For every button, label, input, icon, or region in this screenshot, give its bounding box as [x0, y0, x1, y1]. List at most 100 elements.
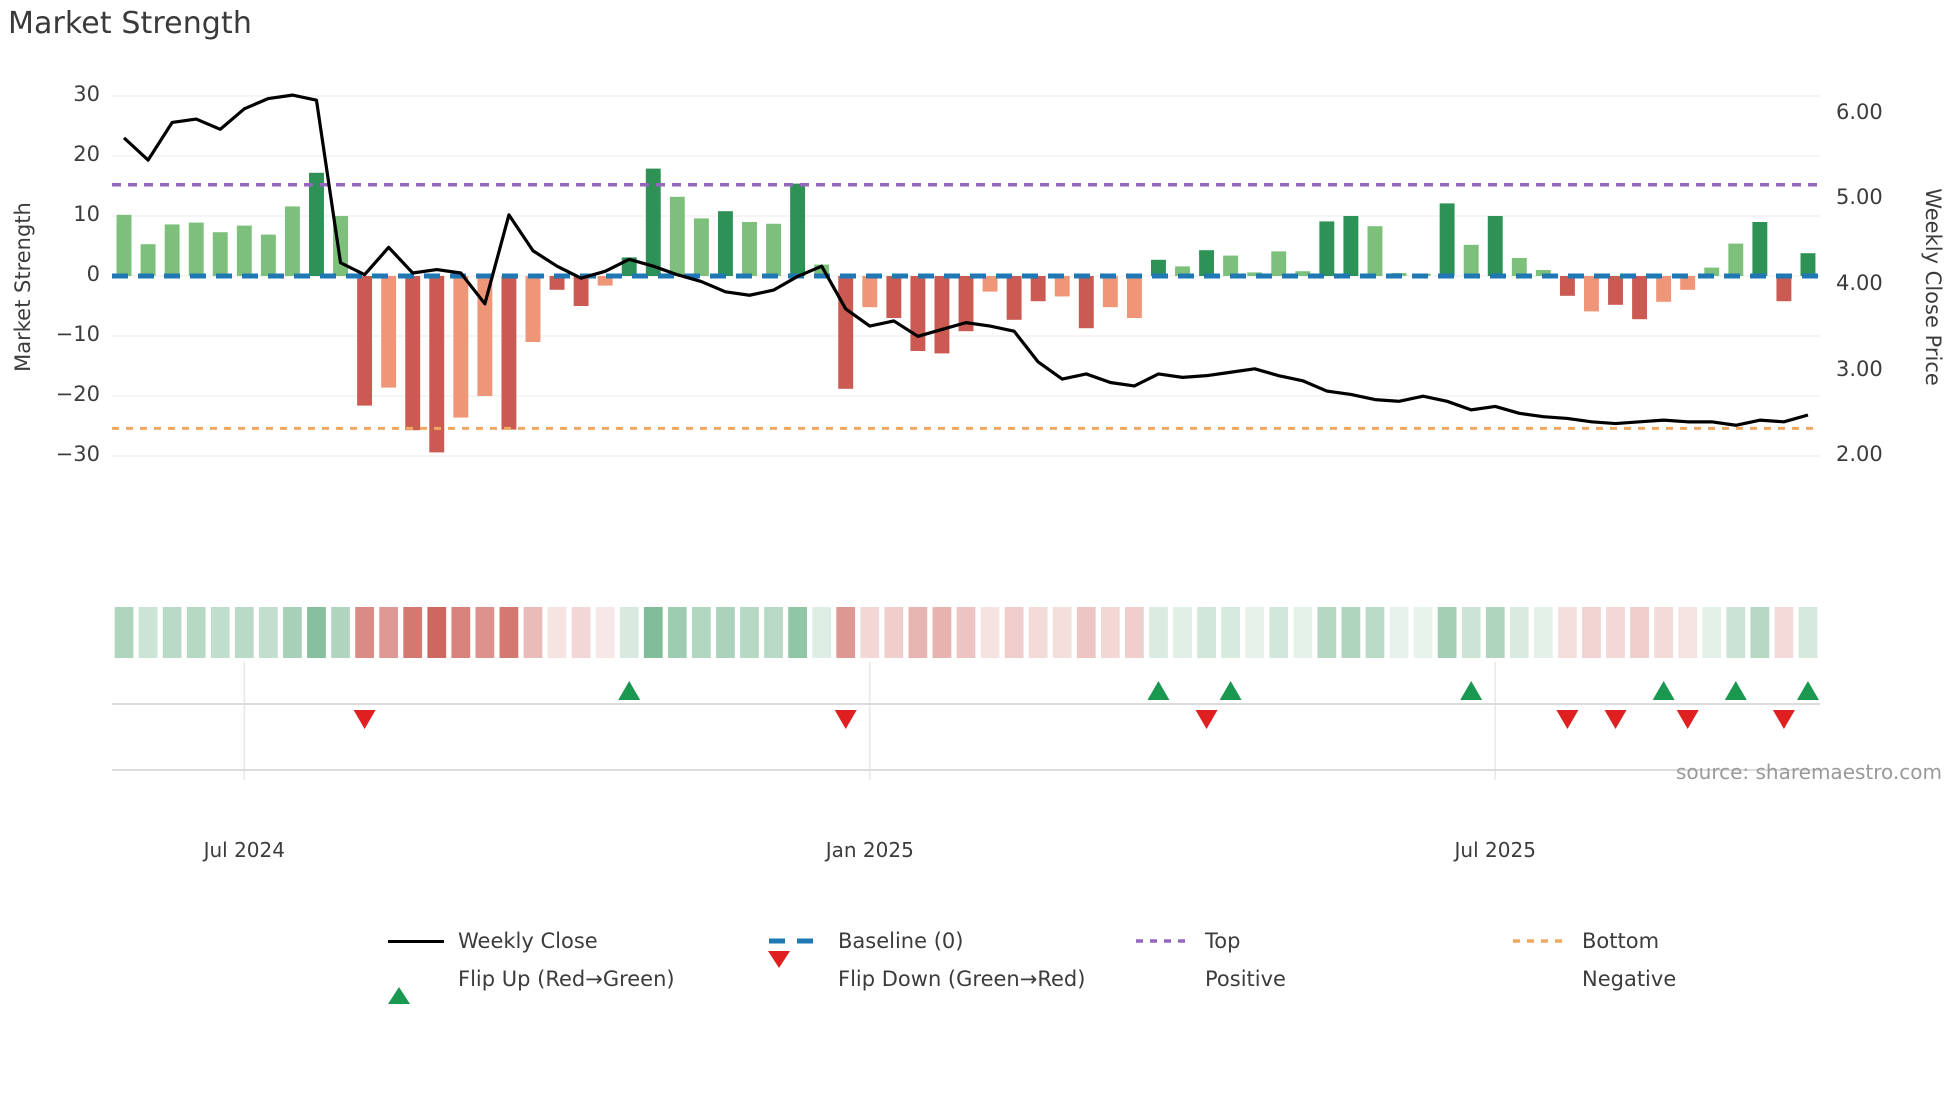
strength-bar[interactable] [1150, 259, 1166, 276]
flip-down-marker[interactable] [1195, 710, 1218, 729]
heatmap-cell[interactable] [331, 607, 350, 658]
strength-bar[interactable] [284, 206, 300, 276]
heatmap-cell[interactable] [355, 607, 374, 658]
heatmap-cell[interactable] [1125, 607, 1144, 658]
strength-bar[interactable] [1632, 276, 1648, 320]
flip-up-marker[interactable] [1219, 681, 1242, 700]
heatmap-cell[interactable] [427, 607, 447, 658]
heatmap-cell[interactable] [740, 607, 759, 658]
heatmap-cell[interactable] [1678, 607, 1698, 658]
heatmap-cell[interactable] [1726, 607, 1746, 658]
flip-down-marker[interactable] [1772, 710, 1795, 729]
heatmap-cell[interactable] [1509, 607, 1529, 658]
strength-bar[interactable] [1102, 276, 1118, 308]
strength-bar[interactable] [501, 276, 517, 430]
strength-bar[interactable] [1078, 276, 1094, 329]
flip-up-marker[interactable] [618, 681, 641, 700]
strength-bar[interactable] [669, 196, 685, 276]
strength-bar[interactable] [188, 222, 204, 276]
strength-bar[interactable] [140, 244, 156, 276]
legend-item[interactable]: Positive [1135, 967, 1286, 991]
heatmap-cell[interactable] [451, 607, 471, 658]
heatmap-cell[interactable] [1317, 607, 1337, 658]
heatmap-cell[interactable] [1798, 607, 1818, 658]
strength-bar[interactable] [1535, 270, 1551, 276]
flip-down-marker[interactable] [834, 710, 857, 729]
heatmap-cell[interactable] [1197, 607, 1216, 658]
strength-bar[interactable] [886, 276, 902, 318]
strength-bar[interactable] [212, 232, 228, 276]
legend-item[interactable]: Baseline (0) [768, 929, 963, 953]
legend-item[interactable]: Weekly Close [388, 929, 598, 953]
flip-up-marker[interactable] [1724, 681, 1747, 700]
strength-bar[interactable] [1126, 276, 1142, 318]
heatmap-cell[interactable] [1750, 607, 1770, 658]
heatmap-cell[interactable] [764, 607, 783, 658]
strength-bar[interactable] [766, 223, 782, 276]
strength-bar[interactable] [1656, 276, 1672, 302]
strength-bar[interactable] [1463, 244, 1479, 276]
strength-bar[interactable] [549, 276, 565, 290]
strength-bar[interactable] [982, 276, 998, 292]
strength-bar[interactable] [405, 276, 421, 431]
strength-bar[interactable] [1271, 251, 1287, 276]
strength-bar[interactable] [116, 214, 132, 276]
strength-bar[interactable] [1175, 266, 1190, 276]
heatmap-cell[interactable] [595, 607, 615, 658]
strength-bar[interactable] [1439, 203, 1455, 276]
strength-bar[interactable] [597, 276, 613, 286]
heatmap-cell[interactable] [1245, 607, 1265, 658]
legend-item[interactable]: Negative [1512, 967, 1676, 991]
strength-bar[interactable] [1054, 276, 1070, 297]
heatmap-cell[interactable] [667, 607, 687, 658]
flip-up-marker[interactable] [1652, 681, 1675, 700]
heatmap-cell[interactable] [1582, 607, 1601, 658]
strength-bar[interactable] [814, 264, 830, 276]
strength-bar[interactable] [1584, 276, 1599, 312]
heatmap-cell[interactable] [1173, 607, 1192, 658]
strength-bar[interactable] [1608, 276, 1623, 305]
heatmap-cell[interactable] [210, 607, 230, 658]
strength-bar[interactable] [236, 225, 252, 276]
heatmap-cell[interactable] [547, 607, 567, 658]
heatmap-cell[interactable] [234, 607, 254, 658]
heatmap-cell[interactable] [1654, 607, 1674, 658]
heatmap-cell[interactable] [523, 607, 543, 658]
strength-bar[interactable] [1800, 253, 1816, 276]
heatmap-cell[interactable] [956, 607, 976, 658]
heatmap-cell[interactable] [884, 607, 904, 658]
heatmap-cell[interactable] [499, 607, 519, 658]
strength-bar[interactable] [1295, 271, 1311, 276]
heatmap-cell[interactable] [1221, 607, 1241, 658]
heatmap-cell[interactable] [1437, 607, 1457, 658]
strength-bar[interactable] [309, 172, 324, 276]
strength-bar[interactable] [357, 276, 373, 406]
heatmap-cell[interactable] [1606, 607, 1625, 658]
heatmap-cell[interactable] [1052, 607, 1072, 658]
heatmap-cell[interactable] [114, 607, 134, 658]
heatmap-cell[interactable] [1774, 607, 1794, 658]
strength-bar[interactable] [838, 276, 854, 389]
strength-bar[interactable] [453, 276, 469, 418]
flip-up-marker[interactable] [1460, 681, 1483, 700]
flip-down-marker[interactable] [1604, 710, 1627, 729]
strength-bar[interactable] [260, 234, 276, 276]
strength-bar[interactable] [1511, 258, 1527, 276]
strength-bar[interactable] [958, 276, 974, 332]
legend-item[interactable]: Top [1135, 929, 1240, 953]
heatmap-cell[interactable] [475, 607, 495, 658]
heatmap-cell[interactable] [1341, 607, 1361, 658]
heatmap-cell[interactable] [403, 607, 423, 658]
flip-up-marker[interactable] [1147, 681, 1170, 700]
strength-bar[interactable] [1223, 255, 1239, 276]
strength-bar[interactable] [862, 276, 878, 308]
strength-bar[interactable] [1006, 276, 1022, 320]
strength-bar[interactable] [790, 183, 806, 276]
heatmap-cell[interactable] [1533, 607, 1553, 658]
heatmap-cell[interactable] [1269, 607, 1289, 658]
strength-bar[interactable] [742, 222, 757, 276]
strength-bar[interactable] [1752, 222, 1768, 276]
heatmap-cell[interactable] [162, 607, 182, 658]
heatmap-cell[interactable] [1461, 607, 1481, 658]
heatmap-cell[interactable] [691, 607, 711, 658]
